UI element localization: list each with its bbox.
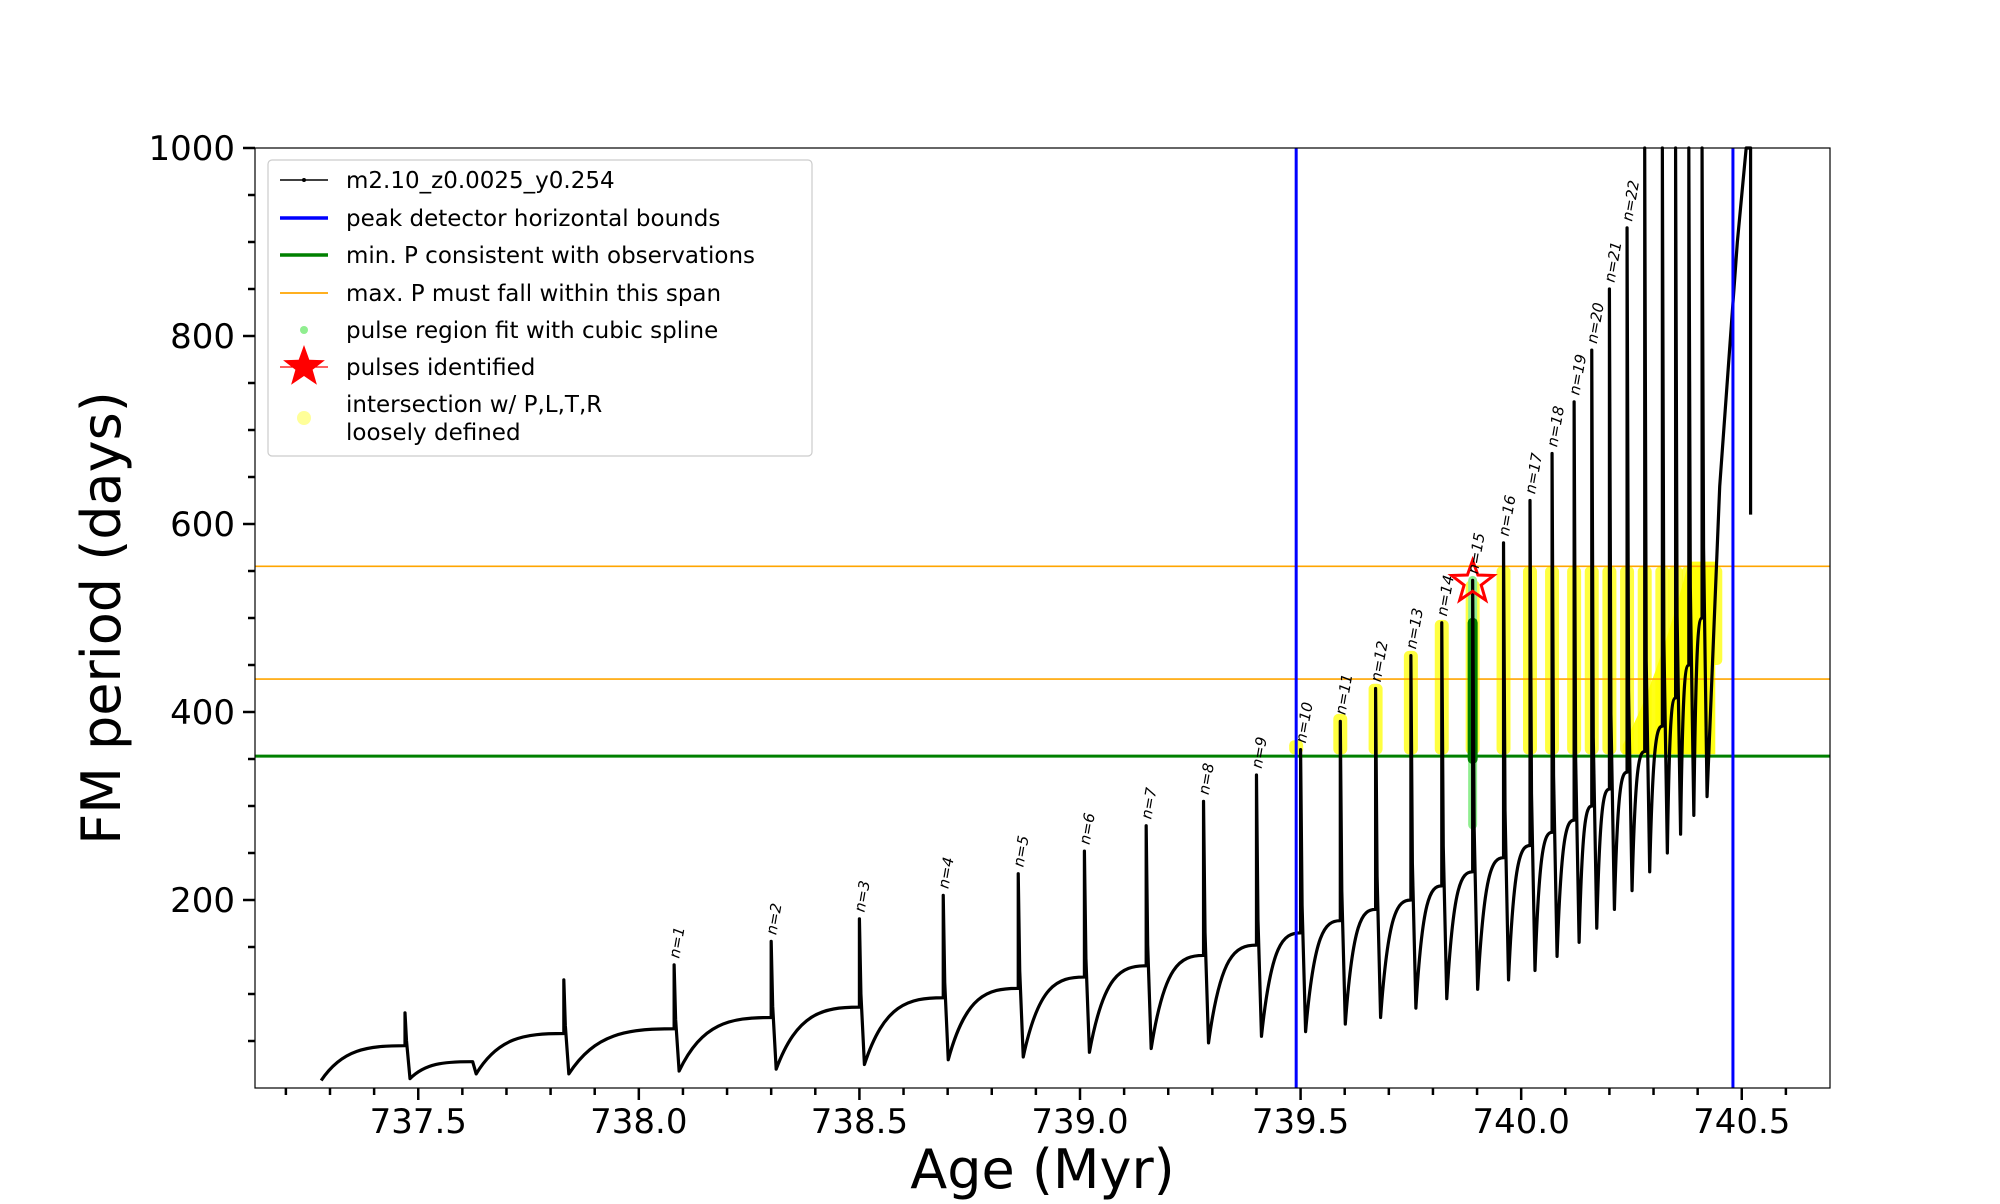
x-tick-label: 737.5 xyxy=(370,1102,467,1142)
axes-layer: 737.5 738.0 738.5 739.0 739.5 740.0 740.5 200 40… xyxy=(148,129,1790,1142)
evolution-track-line xyxy=(319,146,1753,1082)
legend-label: max. P must fall within this span xyxy=(346,281,721,307)
pulse-label: n=17 xyxy=(1521,451,1546,495)
legend-marker-star xyxy=(283,345,325,385)
pulse-label: n=16 xyxy=(1495,494,1520,538)
pulse-label: n=3 xyxy=(851,879,874,913)
y-tick-label: 400 xyxy=(170,693,235,733)
legend-box xyxy=(267,159,813,457)
pulse-label: n=9 xyxy=(1248,735,1271,769)
marks-layer xyxy=(1447,555,1498,604)
pulse-label: n=6 xyxy=(1076,812,1099,846)
pulse-label: n=20 xyxy=(1583,301,1608,345)
y-tick-label: 800 xyxy=(170,317,235,357)
x-tick-label: 740.0 xyxy=(1473,1102,1570,1142)
pulse-label: n=12 xyxy=(1367,640,1392,684)
x-tick-label: 739.0 xyxy=(1031,1102,1128,1142)
x-tick-label: 738.5 xyxy=(811,1102,908,1142)
pulse-identified-star xyxy=(1447,555,1498,604)
track-layer xyxy=(319,146,1753,1082)
legend-label: peak detector horizontal bounds xyxy=(346,206,720,232)
pulse-label: n=5 xyxy=(1009,834,1032,868)
pulse-label: n=18 xyxy=(1543,405,1568,449)
pulse-label: n=15 xyxy=(1464,531,1489,575)
x-tick-label: 739.5 xyxy=(1252,1102,1349,1142)
x-axis-label: Age (Myr) xyxy=(910,1138,1175,1200)
pulse-label: n=22 xyxy=(1618,179,1643,223)
legend-marker-dot xyxy=(300,326,308,334)
pulse-label: n=19 xyxy=(1565,353,1590,397)
pulse-label: n=1 xyxy=(665,925,688,959)
y-tick-label: 200 xyxy=(170,881,235,921)
pulse-label: n=14 xyxy=(1433,574,1458,618)
y-tick-label: 1000 xyxy=(148,129,235,169)
pulse-label: n=7 xyxy=(1137,786,1160,821)
vertical-lines-layer xyxy=(1294,148,1735,1088)
pulse-label: n=2 xyxy=(762,902,785,936)
pulse-label: n=8 xyxy=(1195,762,1218,796)
legend-label: m2.10_z0.0025_y0.254 xyxy=(346,168,615,194)
y-tick-label: 600 xyxy=(170,505,235,545)
pulse-label: n=13 xyxy=(1402,607,1427,651)
legend-label: intersection w/ P,L,T,R xyxy=(346,392,602,418)
x-tick-label: 740.5 xyxy=(1693,1102,1790,1142)
pulse-label: n=4 xyxy=(934,856,957,890)
x-tick-label: 738.0 xyxy=(590,1102,687,1142)
legend-marker-circle xyxy=(297,411,311,425)
legend-label: pulse region fit with cubic spline xyxy=(346,318,718,344)
legend-label: min. P consistent with observations xyxy=(346,243,755,269)
legend-label-line2: loosely defined xyxy=(346,420,521,446)
pulse-label: n=21 xyxy=(1601,240,1626,284)
horizontal-lines-layer xyxy=(255,565,1830,758)
y-axis-label: FM period (days) xyxy=(70,391,133,845)
legend-label: pulses identified xyxy=(346,355,535,381)
legend-marker-dot xyxy=(302,178,306,182)
